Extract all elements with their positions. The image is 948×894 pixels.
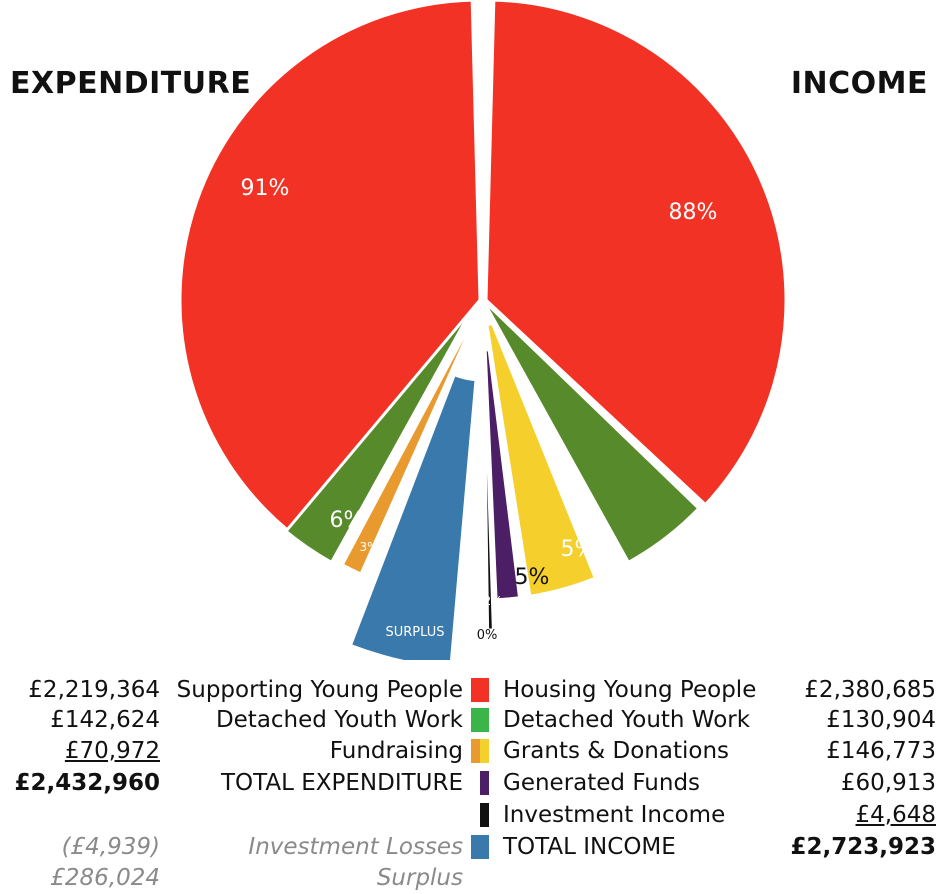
pie-slice-income-generated bbox=[483, 347, 522, 602]
expenditure-label-detached: Detached Youth Work bbox=[215, 707, 463, 733]
income-label-total: TOTAL INCOME bbox=[503, 834, 676, 860]
income-title: INCOME bbox=[790, 66, 928, 101]
income-value-generated: £60,913 bbox=[840, 770, 936, 796]
swatch-green bbox=[471, 708, 489, 732]
income-value-investment: £4,648 bbox=[855, 802, 936, 828]
income-value-total: £2,723,923 bbox=[790, 834, 936, 860]
swatch-blue bbox=[471, 835, 489, 859]
expenditure-value-surplus: £286,024 bbox=[50, 865, 160, 891]
swatch-yellow bbox=[480, 739, 489, 763]
income-value-grants: £146,773 bbox=[826, 738, 936, 764]
expenditure-value-investment-losses: (£4,939) bbox=[61, 834, 160, 860]
expenditure-value-detached: £142,624 bbox=[50, 707, 160, 733]
swatch-black bbox=[480, 803, 489, 827]
income-label-housing: Housing Young People bbox=[503, 677, 757, 703]
pie-slice-income-detached bbox=[481, 298, 701, 565]
income-label-detached: Detached Youth Work bbox=[503, 707, 751, 733]
pie-slice-surplus bbox=[348, 372, 478, 660]
slice-label-expenditure-supporting: 91% bbox=[241, 176, 290, 201]
expenditure-value-fundraising: £70,972 bbox=[64, 738, 160, 764]
income-value-detached: £130,904 bbox=[826, 707, 936, 733]
pie-slice-income-housing bbox=[484, 0, 788, 507]
expenditure-label-investment-losses: Investment Losses bbox=[248, 834, 463, 860]
income-label-investment: Investment Income bbox=[503, 802, 726, 828]
income-label-grants: Grants & Donations bbox=[503, 738, 730, 764]
swatch-red bbox=[471, 678, 489, 702]
swatch-purple bbox=[480, 771, 489, 795]
expenditure-label-surplus: Surplus bbox=[376, 865, 463, 891]
pie-slice-income-grants bbox=[485, 321, 598, 599]
slice-label-expenditure-detached: 6% bbox=[330, 508, 365, 533]
income-label-generated: Generated Funds bbox=[503, 770, 701, 796]
expenditure-title: EXPENDITURE bbox=[10, 66, 252, 101]
expenditure-value-supporting: £2,219,364 bbox=[28, 677, 160, 703]
slice-label-expenditure-fundraising: 3% bbox=[359, 540, 378, 554]
pie-chart: 91% 6% 3% SURPLUS 88% 5% 5% 2% 0% bbox=[178, 0, 788, 660]
income-value-housing: £2,380,685 bbox=[804, 677, 936, 703]
pie-slice-expenditure-detached bbox=[282, 299, 479, 565]
expenditure-label-supporting: Supporting Young People bbox=[176, 677, 463, 703]
expenditure-label-total: TOTAL EXPENDITURE bbox=[220, 770, 463, 796]
swatch-orange bbox=[471, 739, 480, 763]
pie-slice-expenditure-fundraising bbox=[340, 299, 485, 577]
slice-label-income-investment: 0% bbox=[477, 628, 498, 643]
slice-label-income-detached: 5% bbox=[561, 537, 596, 562]
income-value-investment-wrap: £4,648 bbox=[776, 801, 936, 829]
slice-label-income-generated: 2% bbox=[483, 594, 502, 608]
slice-label-surplus: SURPLUS bbox=[385, 625, 444, 640]
slice-label-income-grants: 5% bbox=[515, 565, 550, 590]
slice-label-income-housing: 88% bbox=[669, 200, 718, 225]
pie-slice-expenditure-supporting bbox=[178, 0, 482, 532]
expenditure-value-fundraising-wrap: £70,972 bbox=[0, 737, 160, 765]
pie-slice-income-investment bbox=[482, 358, 495, 632]
expenditure-value-total: £2,432,960 bbox=[14, 770, 160, 796]
expenditure-label-fundraising: Fundraising bbox=[329, 738, 463, 764]
